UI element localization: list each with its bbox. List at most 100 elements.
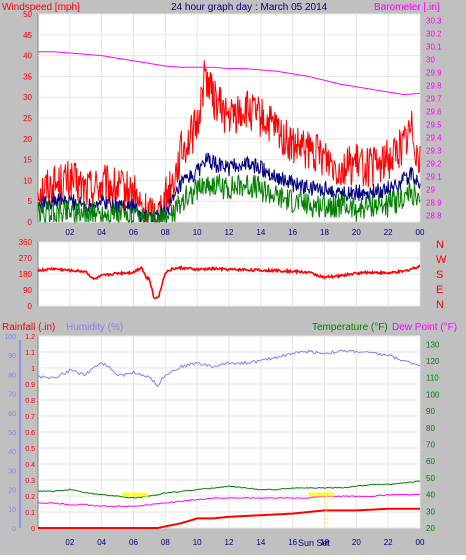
- tick-label: 0.7: [25, 414, 35, 421]
- chart-title: 24 hour graph day : March 05 2014: [171, 2, 328, 13]
- tick-label: 50: [8, 430, 16, 437]
- tick-label: 0.2: [25, 494, 35, 501]
- tick-label: 00: [416, 538, 425, 547]
- tick-label: 0.6: [25, 430, 35, 437]
- tick-label: 20: [426, 524, 435, 533]
- axis-ticks: 0510152025303540455028.828.92929.129.229…: [4, 10, 442, 547]
- tick-label: 29.7: [426, 95, 442, 104]
- tick-label: 15: [23, 156, 32, 165]
- tick-label: 16: [288, 228, 297, 237]
- tick-label: 30: [426, 56, 435, 65]
- tick-label: 25: [23, 114, 32, 123]
- tick-label: 29.2: [426, 160, 442, 169]
- tick-label: 0: [12, 526, 16, 533]
- tick-label: 80: [426, 424, 435, 433]
- series-wind-avg: [37, 152, 421, 223]
- tick-label: 180: [19, 270, 33, 279]
- tick-label: 29.8: [426, 82, 442, 91]
- tick-label: 29: [426, 186, 435, 195]
- tick-label: 00: [416, 228, 425, 237]
- tick-label: 40: [8, 449, 16, 456]
- tick-label: 08: [161, 538, 170, 547]
- tick-label: 0.3: [25, 478, 35, 485]
- tick-label: 30: [8, 468, 16, 475]
- tick-label: 14: [256, 538, 265, 547]
- tick-label: 1.2: [25, 334, 35, 341]
- tick-label: 50: [23, 10, 32, 19]
- tick-label: 80: [8, 372, 16, 379]
- tick-label: 10: [193, 538, 202, 547]
- tick-label: 100: [426, 390, 440, 399]
- temperature-axis-title: Temperature (°F): [312, 322, 388, 333]
- tick-label: 20: [352, 228, 361, 237]
- barometer-axis-title: Barometer [.in]: [374, 2, 440, 13]
- tick-label: 12: [225, 228, 234, 237]
- tick-label: 04: [97, 538, 106, 547]
- tick-label: 50: [426, 474, 435, 483]
- tick-label: 0: [28, 218, 33, 227]
- sun-marker: [308, 492, 335, 497]
- compass-letter: S: [436, 269, 443, 281]
- tick-label: 0.1: [25, 510, 35, 517]
- compass-letter: W: [436, 254, 447, 266]
- tick-label: 29.9: [426, 69, 442, 78]
- tick-label: 130: [426, 340, 440, 349]
- tick-label: 10: [193, 228, 202, 237]
- tick-label: 28.8: [426, 212, 442, 221]
- sun-set-annotation: Sun Set: [298, 538, 331, 548]
- series-direction: [37, 264, 421, 300]
- compass-letter: N: [436, 239, 444, 251]
- tick-label: 10: [8, 507, 16, 514]
- tick-label: 06: [129, 228, 138, 237]
- tick-label: 29.5: [426, 121, 442, 130]
- tick-label: 29.1: [426, 173, 442, 182]
- tick-label: 16: [288, 538, 297, 547]
- compass-letter: N: [436, 299, 444, 311]
- tick-label: 40: [426, 491, 435, 500]
- series-wind-low: [37, 174, 421, 224]
- tick-label: 90: [23, 286, 32, 295]
- series-lines: [37, 51, 421, 529]
- tick-label: 18: [320, 228, 329, 237]
- tick-label: 5: [28, 197, 33, 206]
- tick-label: 0.8: [25, 398, 35, 405]
- series-rainfall: [38, 507, 420, 529]
- tick-label: 29.6: [426, 108, 442, 117]
- dewpoint-axis-title: Dew Point (°F): [392, 322, 457, 333]
- series-wind-high: [37, 60, 421, 223]
- tick-label: 90: [426, 407, 435, 416]
- tick-label: 70: [8, 392, 16, 399]
- tick-label: 18: [320, 538, 329, 547]
- tick-label: 110: [426, 374, 439, 383]
- tick-label: 1.1: [25, 350, 35, 357]
- tick-label: 35: [23, 72, 32, 81]
- tick-label: 0.5: [25, 446, 35, 453]
- tick-label: 0.4: [25, 462, 35, 469]
- tick-label: 360: [19, 238, 33, 247]
- tick-label: 1: [31, 366, 35, 373]
- tick-label: 28.9: [426, 199, 442, 208]
- tick-label: 29.3: [426, 147, 442, 156]
- humidity-axis-title: Humidity (%): [66, 322, 123, 333]
- compass-letter: E: [436, 284, 443, 296]
- tick-label: 22: [384, 228, 393, 237]
- tick-label: 30.1: [426, 43, 442, 52]
- tick-label: 14: [256, 228, 265, 237]
- tick-label: 70: [426, 441, 435, 450]
- tick-label: 30.2: [426, 30, 442, 39]
- tick-label: 30: [426, 507, 435, 516]
- sun-marker: [122, 492, 148, 497]
- tick-label: 20: [352, 538, 361, 547]
- windspeed-axis-title: Windspeed [mph]: [2, 2, 80, 13]
- tick-label: 02: [65, 228, 74, 237]
- grid-lines: [38, 13, 421, 529]
- tick-label: 60: [8, 411, 16, 418]
- series-temperature: [37, 480, 421, 499]
- series-barometer: [38, 51, 421, 96]
- tick-label: 04: [97, 228, 106, 237]
- tick-label: 0.9: [25, 382, 35, 389]
- tick-label: 20: [8, 488, 16, 495]
- tick-label: 08: [161, 228, 170, 237]
